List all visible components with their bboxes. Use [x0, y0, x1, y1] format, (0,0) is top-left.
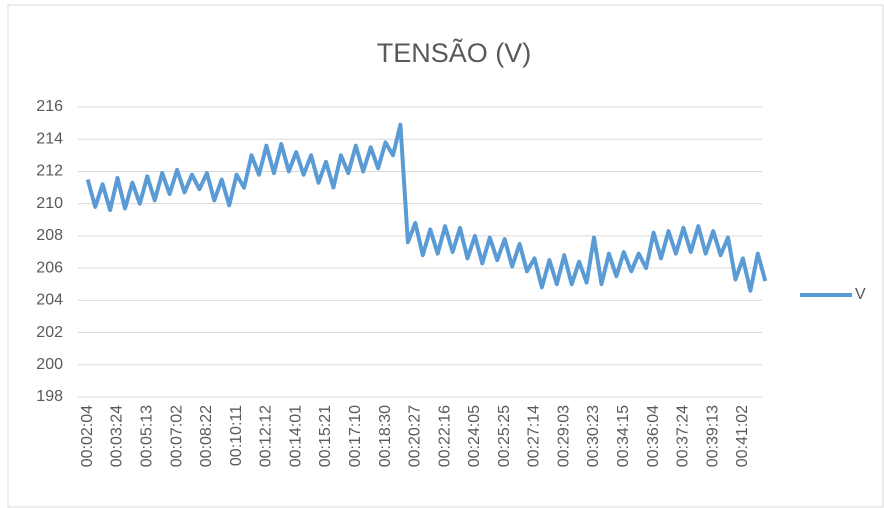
y-tick-label: 214 [36, 130, 63, 147]
legend-label: V [855, 286, 866, 303]
x-tick-label: 00:08:22 [198, 405, 215, 467]
x-tick-label: 00:10:11 [228, 405, 245, 466]
x-tick-label: 00:39:13 [704, 405, 721, 467]
y-tick-label: 198 [36, 388, 63, 405]
x-tick-label: 00:15:21 [317, 405, 334, 467]
x-tick-label: 00:24:05 [466, 405, 483, 467]
y-tick-label: 208 [36, 227, 63, 244]
x-tick-label: 00:37:24 [675, 405, 692, 467]
y-tick-label: 200 [36, 356, 63, 373]
x-tick-label: 00:29:03 [555, 405, 572, 467]
x-tick-label: 00:20:27 [407, 405, 424, 467]
y-tick-label: 204 [36, 292, 63, 309]
chart-frame [7, 4, 884, 508]
x-tick-label: 00:14:01 [287, 405, 304, 467]
y-tick-label: 210 [36, 195, 63, 212]
x-tick-label: 00:12:12 [258, 405, 275, 467]
x-tick-label: 00:07:02 [168, 405, 185, 467]
x-tick-label: 00:27:14 [526, 405, 543, 467]
y-tick-label: 202 [36, 324, 63, 341]
x-tick-label: 00:36:04 [645, 405, 662, 467]
chart-title: TENSÃO (V) [377, 37, 532, 68]
line-series [85, 122, 768, 293]
x-tick-label: 00:34:15 [615, 405, 632, 467]
x-tick-label: 00:22:16 [436, 405, 453, 467]
y-tick-label: 216 [36, 98, 63, 115]
x-tick-label: 00:02:04 [79, 405, 96, 467]
x-tick-label: 00:25:25 [496, 405, 513, 467]
x-tick-label: 00:05:13 [139, 405, 156, 467]
x-tick-label: 00:30:23 [585, 405, 602, 467]
x-tick-label: 00:41:02 [734, 405, 751, 467]
x-tick-label: 00:03:24 [109, 405, 126, 467]
x-tick-label: 00:18:30 [377, 405, 394, 467]
x-tick-label: 00:17:10 [347, 405, 364, 467]
y-tick-label: 206 [36, 259, 63, 276]
y-tick-label: 212 [36, 163, 63, 180]
